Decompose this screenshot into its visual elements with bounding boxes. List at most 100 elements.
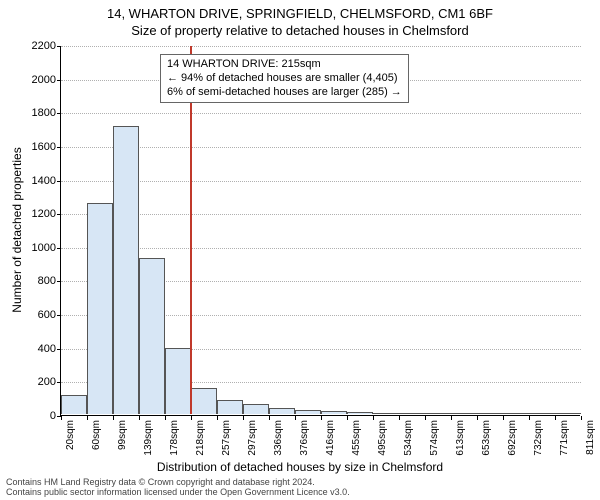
xtick-mark (87, 416, 88, 420)
annotation-box: 14 WHARTON DRIVE: 215sqm ← 94% of detach… (160, 54, 409, 103)
xtick-mark (321, 416, 322, 420)
xtick-label: 692sqm (507, 420, 518, 456)
xtick-label: 416sqm (325, 420, 336, 456)
chart-container: 14, WHARTON DRIVE, SPRINGFIELD, CHELMSFO… (0, 0, 600, 500)
gridline (61, 214, 581, 215)
chart-title-address: 14, WHARTON DRIVE, SPRINGFIELD, CHELMSFO… (0, 0, 600, 21)
xtick-label: 811sqm (585, 420, 596, 455)
xtick-label: 178sqm (169, 420, 180, 456)
xtick-mark (555, 416, 556, 420)
xtick-mark (295, 416, 296, 420)
xtick-mark (451, 416, 452, 420)
ytick-mark (57, 46, 61, 47)
ytick-mark (57, 382, 61, 383)
histogram-bar (425, 413, 451, 414)
annotation-line-3: 6% of semi-detached houses are larger (2… (167, 86, 402, 100)
ytick-mark (57, 315, 61, 316)
xtick-mark (217, 416, 218, 420)
histogram-bar (555, 413, 581, 414)
xtick-mark (165, 416, 166, 420)
xtick-mark (269, 416, 270, 420)
ytick-mark (57, 113, 61, 114)
x-axis-label: Distribution of detached houses by size … (0, 460, 600, 474)
ytick-label: 1200 (16, 208, 56, 220)
xtick-label: 20sqm (65, 420, 76, 450)
ytick-label: 2000 (16, 74, 56, 86)
histogram-bar (191, 388, 217, 414)
histogram-bar (347, 412, 373, 414)
histogram-bar (269, 408, 295, 414)
xtick-label: 653sqm (481, 420, 492, 456)
ytick-label: 1400 (16, 175, 56, 187)
xtick-label: 534sqm (403, 420, 414, 456)
histogram-bar (217, 400, 243, 414)
ytick-label: 200 (16, 376, 56, 388)
xtick-mark (425, 416, 426, 420)
xtick-mark (61, 416, 62, 420)
gridline (61, 181, 581, 182)
ytick-label: 800 (16, 275, 56, 287)
ytick-label: 1800 (16, 107, 56, 119)
ytick-mark (57, 248, 61, 249)
footer-attribution: Contains HM Land Registry data © Crown c… (6, 478, 350, 498)
histogram-bar (165, 348, 191, 414)
gridline (61, 46, 581, 47)
xtick-label: 613sqm (455, 420, 466, 456)
plot-area: 20sqm60sqm99sqm139sqm178sqm218sqm257sqm2… (60, 46, 580, 416)
ytick-label: 2200 (16, 40, 56, 52)
chart-subtitle: Size of property relative to detached ho… (0, 21, 600, 38)
xtick-label: 139sqm (143, 420, 154, 456)
histogram-bar (399, 413, 425, 414)
xtick-label: 297sqm (247, 420, 258, 456)
xtick-mark (113, 416, 114, 420)
ytick-mark (57, 181, 61, 182)
xtick-label: 336sqm (273, 420, 284, 456)
xtick-mark (191, 416, 192, 420)
xtick-mark (477, 416, 478, 420)
ytick-label: 0 (16, 410, 56, 422)
xtick-mark (139, 416, 140, 420)
histogram-bar (113, 126, 139, 414)
histogram-bar (451, 413, 477, 414)
histogram-bar (139, 258, 165, 414)
xtick-label: 455sqm (351, 420, 362, 456)
histogram-bar (295, 410, 321, 414)
histogram-bar (477, 413, 503, 414)
ytick-mark (57, 80, 61, 81)
annotation-line-1: 14 WHARTON DRIVE: 215sqm (167, 58, 402, 72)
gridline (61, 248, 581, 249)
footer-line-2: Contains public sector information licen… (6, 488, 350, 498)
ytick-label: 600 (16, 309, 56, 321)
xtick-label: 99sqm (117, 420, 128, 450)
annotation-line-2: ← 94% of detached houses are smaller (4,… (167, 72, 402, 86)
histogram-bar (373, 413, 399, 414)
xtick-mark (347, 416, 348, 420)
ytick-mark (57, 281, 61, 282)
xtick-mark (243, 416, 244, 420)
xtick-label: 732sqm (533, 420, 544, 456)
histogram-bar (321, 411, 347, 414)
xtick-label: 495sqm (377, 420, 388, 456)
gridline (61, 147, 581, 148)
histogram-bar (503, 413, 529, 414)
ytick-mark (57, 349, 61, 350)
gridline (61, 113, 581, 114)
histogram-bar (87, 203, 113, 414)
xtick-label: 60sqm (91, 420, 102, 450)
xtick-mark (529, 416, 530, 420)
xtick-label: 218sqm (195, 420, 206, 456)
xtick-mark (503, 416, 504, 420)
xtick-label: 376sqm (299, 420, 310, 456)
ytick-mark (57, 147, 61, 148)
xtick-label: 574sqm (429, 420, 440, 456)
ytick-mark (57, 214, 61, 215)
ytick-label: 400 (16, 343, 56, 355)
xtick-mark (581, 416, 582, 420)
xtick-mark (373, 416, 374, 420)
xtick-label: 771sqm (559, 420, 570, 456)
histogram-bar (243, 404, 269, 414)
xtick-label: 257sqm (221, 420, 232, 456)
histogram-bar (61, 395, 87, 414)
ytick-label: 1600 (16, 141, 56, 153)
ytick-label: 1000 (16, 242, 56, 254)
